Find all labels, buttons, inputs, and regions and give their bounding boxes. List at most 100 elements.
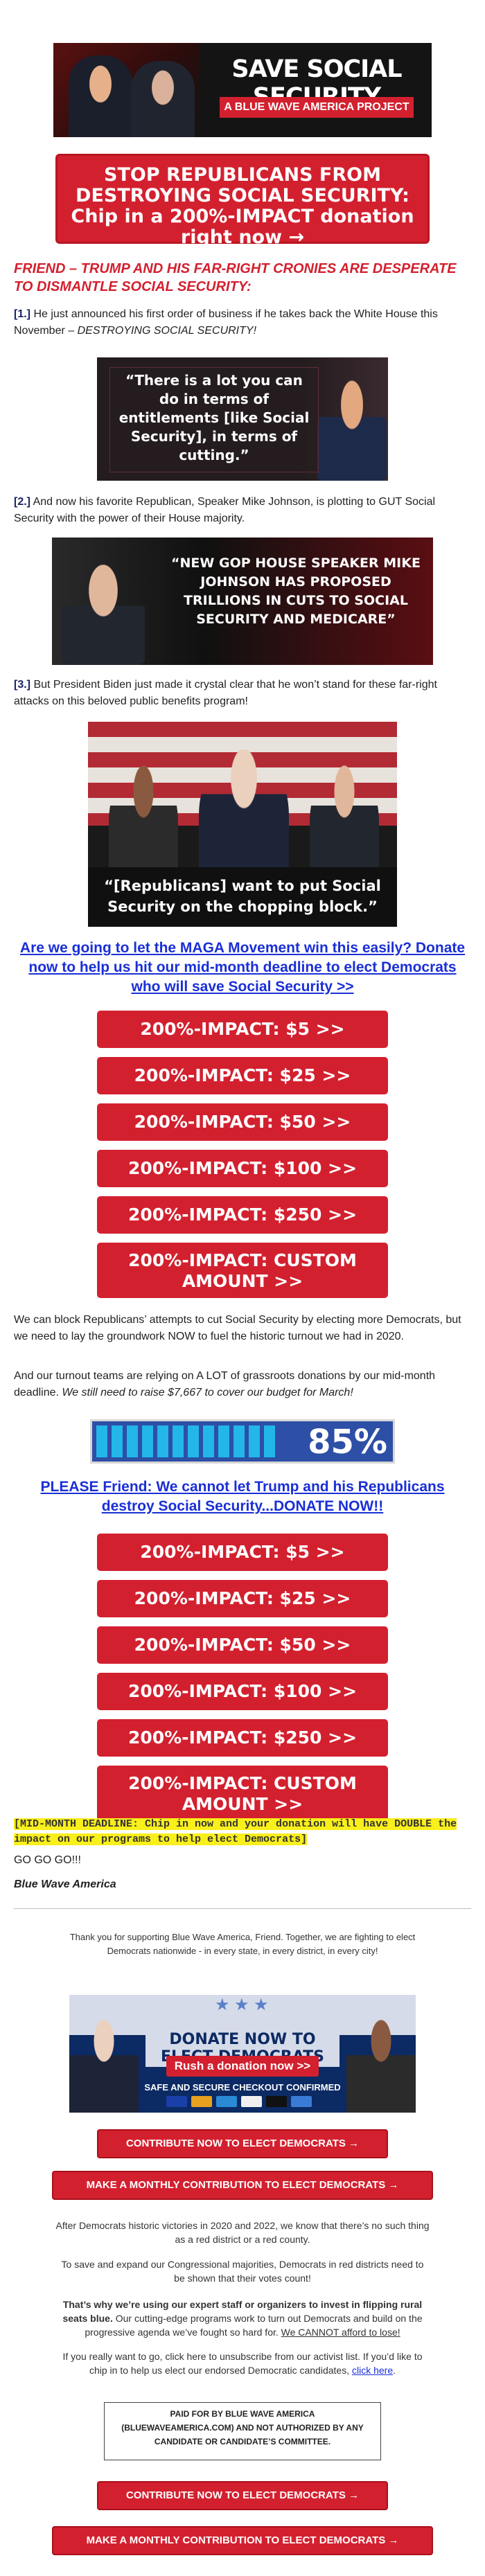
donate-50-button-2[interactable]: 200%-IMPACT: $50 >> (97, 1626, 388, 1664)
donate-custom-button-2[interactable]: 200%-IMPACT: CUSTOM AMOUNT >> (97, 1766, 388, 1821)
footer-paragraph-3-text: Our cutting-edge programs work to turn o… (85, 2313, 423, 2338)
point-1-number: [1.] (14, 308, 30, 320)
footer-paragraph-3: That’s why we’re using our expert staff … (55, 2298, 430, 2339)
donate-custom-button[interactable]: 200%-IMPACT: CUSTOM AMOUNT >> (97, 1243, 388, 1298)
venmo-icon (291, 2096, 312, 2107)
photo1-quote: “There is a lot you can do in terms of e… (118, 372, 310, 463)
donate-250-button-2[interactable]: 200%-IMPACT: $250 >> (97, 1719, 388, 1757)
click-here-link[interactable]: click here (351, 2365, 394, 2376)
donate-100-button[interactable]: 200%-IMPACT: $100 >> (97, 1150, 388, 1187)
donate-5-button-2[interactable]: 200%-IMPACT: $5 >> (97, 1534, 388, 1571)
monthly-contribution-button-2[interactable]: MAKE A MONTHLY CONTRIBUTION TO ELECT DEM… (52, 2526, 433, 2555)
progress-bar: 85% (90, 1419, 395, 1464)
banner-photo-trump (69, 55, 132, 137)
contribute-button-2[interactable]: CONTRIBUTE NOW TO ELECT DEMOCRATS → (97, 2481, 388, 2510)
paid-line3: CANDIDATE OR CANDIDATE’S COMMITTEE. (154, 2437, 331, 2446)
photo3-quote: “[Republicans] want to put Social Securi… (104, 878, 381, 915)
point-1-emphasis: DESTROYING SOCIAL SECURITY! (77, 325, 257, 337)
progress-segment (203, 1425, 214, 1457)
donate-link-2[interactable]: PLEASE Friend: We cannot let Trump and h… (40, 1479, 445, 1514)
progress-segment (157, 1425, 168, 1457)
progress-segment (188, 1425, 199, 1457)
donate-50-button[interactable]: 200%-IMPACT: $50 >> (97, 1103, 388, 1141)
footer-donate-banner[interactable]: ★ ★ ★ DONATE NOW TO ELECT DEMOCRATS Rush… (69, 1995, 416, 2113)
star-icon: ★ (234, 1996, 249, 2014)
progress-segment (173, 1425, 184, 1457)
visa-icon (166, 2096, 187, 2107)
footer-biden-photo (69, 2010, 139, 2113)
secure-checkout-text: SAFE AND SECURE CHECKOUT CONFIRMED (144, 2082, 341, 2093)
donate-25-button[interactable]: 200%-IMPACT: $25 >> (97, 1057, 388, 1094)
progress-segment (127, 1425, 138, 1457)
progress-segment (142, 1425, 153, 1457)
point-2-text: And now his favorite Republican, Speaker… (14, 496, 436, 524)
divider (14, 1908, 471, 1909)
body-paragraph-2: And our turnout teams are relying on A L… (14, 1368, 471, 1401)
progress-segment (264, 1425, 275, 1457)
biden-figure (199, 749, 289, 881)
signature: Blue Wave America (14, 1878, 116, 1890)
headline: FRIEND – TRUMP AND HIS FAR-RIGHT CRONIES… (14, 261, 457, 294)
johnson-figure (62, 556, 145, 665)
banner-subtitle: A BLUE WAVE AMERICA PROJECT (220, 97, 414, 118)
top-button-line1: STOP REPUBLICANS FROM (104, 164, 381, 186)
point-2: [2.] And now his favorite Republican, Sp… (14, 494, 471, 527)
footer-paragraph-3-bold: That’s why we’re using our expert staff … (62, 2299, 423, 2324)
header-banner[interactable]: SAVE SOCIAL SECURITY A BLUE WAVE AMERICA… (53, 43, 432, 137)
footer-paragraph-4: If you really want to go, click here to … (62, 2351, 423, 2376)
top-button-line2: DESTROYING SOCIAL SECURITY: (76, 185, 409, 206)
stop-republicans-button[interactable]: STOP REPUBLICANS FROM DESTROYING SOCIAL … (55, 154, 430, 248)
deadline-note-text: [MID-MONTH DEADLINE: Chip in now and you… (14, 1818, 457, 1845)
trump-figure (317, 378, 387, 481)
custom-line1-2: 200%-IMPACT: CUSTOM (128, 1773, 357, 1793)
payment-cards (166, 2096, 319, 2107)
body-paragraph-2-text: And our turnout teams are relying on A L… (14, 1370, 436, 1398)
footer-paragraph-2: To save and expand our Congressional maj… (61, 2259, 424, 2284)
go-text: GO GO GO!!! (14, 1854, 81, 1866)
rush-donation-button[interactable]: Rush a donation now >> (166, 2056, 319, 2077)
photo2-quote: “NEW GOP HOUSE SPEAKER MIKE JOHNSON HAS … (171, 556, 421, 627)
harris-figure (109, 763, 178, 881)
point-1-text: He just announced his first order of bus… (14, 308, 438, 337)
point-1: [1.] He just announced his first order o… (14, 306, 471, 339)
donate-link-1[interactable]: Are we going to let the MAGA Movement wi… (19, 940, 466, 995)
contribute-button[interactable]: CONTRIBUTE NOW TO ELECT DEMOCRATS → (97, 2129, 388, 2158)
progress-segment (218, 1425, 229, 1457)
top-button-line3: Chip in a 200%-IMPACT donation (71, 206, 414, 227)
top-button-line4: right now → (180, 226, 305, 248)
body-paragraph-1: We can block Republicans’ attempts to cu… (14, 1314, 461, 1342)
unsubscribe-text: If you really want to go, click here to … (62, 2351, 423, 2376)
point-3-number: [3.] (14, 679, 30, 691)
photo-biden-quote: “[Republicans] want to put Social Securi… (88, 722, 397, 927)
photo-trump-quote: “There is a lot you can do in terms of e… (97, 357, 388, 481)
donate-250-button[interactable]: 200%-IMPACT: $250 >> (97, 1196, 388, 1234)
progress-segment (233, 1425, 245, 1457)
paypal-icon (241, 2096, 262, 2107)
progress-percent: 85% (308, 1423, 387, 1462)
star-icon: ★ (254, 1996, 269, 2014)
point-3: [3.] But President Biden just made it cr… (14, 677, 471, 710)
donate-5-button[interactable]: 200%-IMPACT: $5 >> (97, 1011, 388, 1048)
amex-icon (216, 2096, 237, 2107)
donate-100-button-2[interactable]: 200%-IMPACT: $100 >> (97, 1673, 388, 1710)
star-icon: ★ (215, 1996, 230, 2014)
johnson-figure-2 (310, 763, 379, 881)
point-2-number: [2.] (14, 496, 30, 508)
quote-frame (109, 367, 319, 472)
custom-line2-2: AMOUNT >> (182, 1794, 303, 1814)
custom-line1: 200%-IMPACT: CUSTOM (128, 1250, 357, 1270)
footer-thanks: Thank you for supporting Blue Wave Ameri… (69, 1932, 416, 1956)
paid-line2: (BLUEWAVEAMERICA.COM) AND NOT AUTHORIZED… (121, 2423, 364, 2433)
body-paragraph-2-emphasis: We still need to raise $7,667 to cover o… (62, 1387, 353, 1398)
deadline-note: [MID-MONTH DEADLINE: Chip in now and you… (14, 1817, 471, 1847)
paid-line1: PAID FOR BY BLUE WAVE AMERICA (170, 2409, 315, 2419)
banner-photo-johnson (131, 61, 195, 137)
paid-for-box: PAID FOR BY BLUE WAVE AMERICA (BLUEWAVEA… (104, 2402, 381, 2460)
monthly-contribution-button[interactable]: MAKE A MONTHLY CONTRIBUTION TO ELECT DEM… (52, 2171, 433, 2200)
progress-segment (112, 1425, 123, 1457)
mastercard-icon (191, 2096, 212, 2107)
progress-segment (249, 1425, 260, 1457)
donate-25-button-2[interactable]: 200%-IMPACT: $25 >> (97, 1580, 388, 1617)
point-3-text: But President Biden just made it crystal… (14, 679, 437, 707)
footer-harris-photo (346, 2010, 416, 2113)
